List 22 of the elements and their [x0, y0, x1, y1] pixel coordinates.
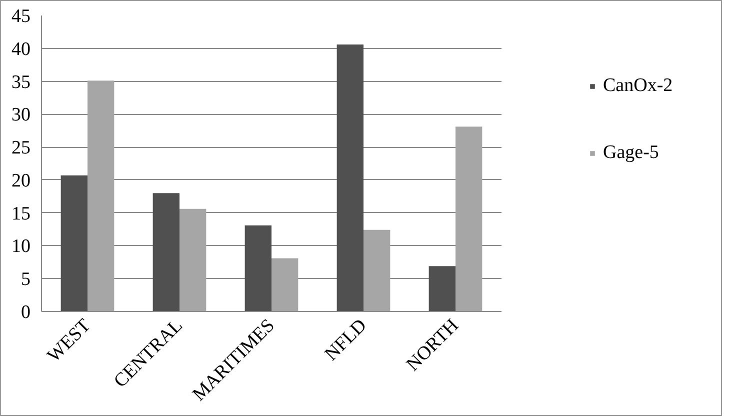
y-tick-label: 15: [12, 203, 30, 224]
y-tick-label: 5: [21, 269, 30, 290]
y-tick-label: 10: [12, 236, 30, 258]
bar: [152, 193, 180, 312]
bar: [364, 230, 390, 312]
y-tick-label: 45: [12, 6, 30, 27]
y-tick-label: 20: [12, 170, 30, 192]
bar: [244, 225, 272, 312]
legend-label: Gage-5: [603, 142, 659, 164]
y-tick-label: 40: [12, 38, 30, 60]
y-tick-label: 0: [21, 302, 30, 323]
bar: [60, 175, 88, 312]
bar: [180, 208, 206, 312]
bar: [456, 126, 482, 312]
y-tick-label: 30: [12, 104, 30, 126]
bar: [272, 258, 298, 312]
bar: [88, 80, 114, 312]
bar: [336, 44, 364, 312]
bar: [428, 266, 456, 312]
y-tick-label: 35: [12, 72, 30, 93]
y-tick-label: 25: [12, 138, 30, 159]
legend-label: CanOx-2: [603, 75, 673, 97]
